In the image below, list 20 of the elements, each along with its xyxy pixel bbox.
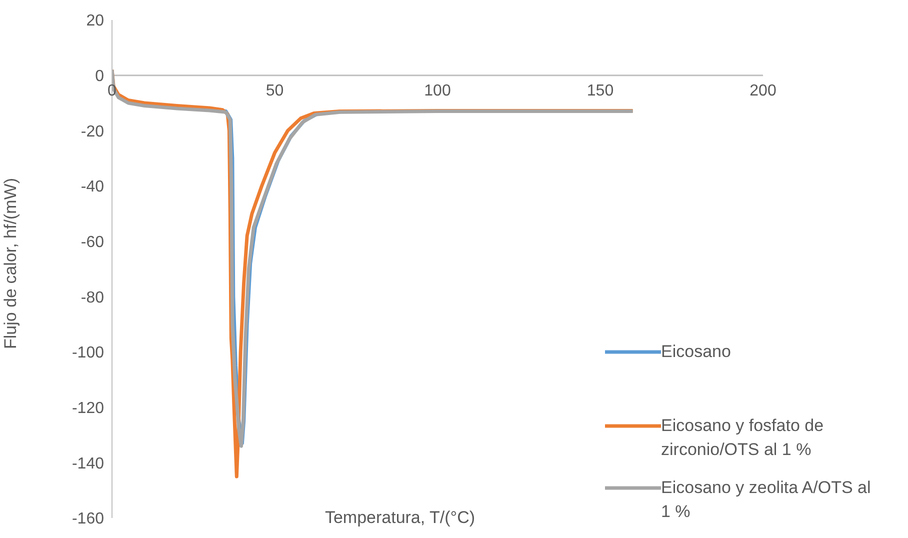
legend-label: Eicosano y fosfato de zirconio/OTS al 1 %	[661, 415, 825, 461]
y-tick-label: -40	[80, 178, 104, 196]
legend-label: Eicosano	[661, 341, 732, 363]
y-tick-label: -60	[80, 234, 104, 252]
x-tick-label: 50	[266, 82, 284, 100]
x-tick-label: 200	[750, 82, 776, 100]
legend-label: Eicosano y zeolita A/OTS al 1 %	[661, 477, 872, 523]
y-tick-label: -160	[72, 510, 104, 528]
y-tick-label: -140	[72, 455, 104, 472]
y-tick-label: -20	[80, 123, 104, 140]
x-tick-label: 150	[586, 82, 614, 100]
x-axis-title: Temperatura, T/(°C)	[324, 508, 476, 528]
y-tick-label: -100	[72, 344, 104, 362]
y-tick-label: 20	[86, 12, 104, 30]
y-axis-title: Flujo de calor, hf/(mW)	[1, 178, 20, 349]
y-tick-label: -120	[72, 400, 104, 418]
y-tick-label: -80	[80, 289, 104, 306]
x-tick-label: 0	[108, 82, 117, 100]
x-tick-label: 100	[424, 82, 451, 100]
y-tick-label: 0	[95, 68, 104, 86]
